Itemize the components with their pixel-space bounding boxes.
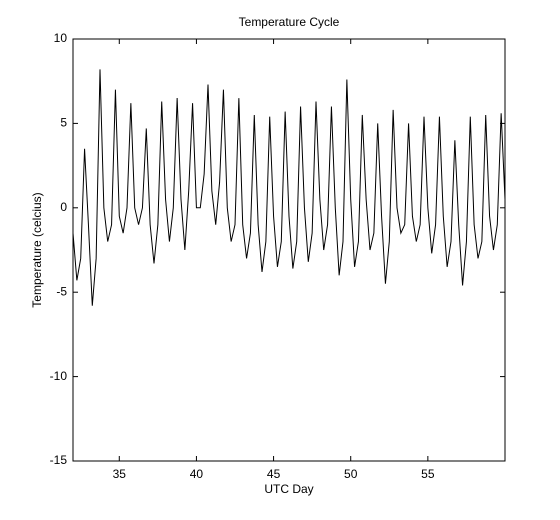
y-tick-label: 0 (60, 200, 67, 214)
chart-title: Temperature Cycle (239, 15, 340, 29)
x-tick-label: 50 (344, 467, 358, 481)
x-tick-label: 40 (190, 467, 204, 481)
y-axis-label: Temperature (celcius) (30, 192, 44, 307)
x-tick-label: 45 (267, 467, 281, 481)
y-tick-label: -10 (50, 369, 68, 383)
y-tick-label: -15 (50, 453, 68, 467)
x-tick-label: 35 (113, 467, 127, 481)
plot-frame (72, 38, 506, 462)
y-tick-label: 10 (54, 31, 68, 45)
x-tick-label: 55 (421, 467, 435, 481)
data-line (72, 69, 506, 306)
y-tick-label: 5 (60, 116, 67, 130)
x-axis-label: UTC Day (264, 482, 313, 496)
y-tick-label: -5 (56, 284, 67, 298)
